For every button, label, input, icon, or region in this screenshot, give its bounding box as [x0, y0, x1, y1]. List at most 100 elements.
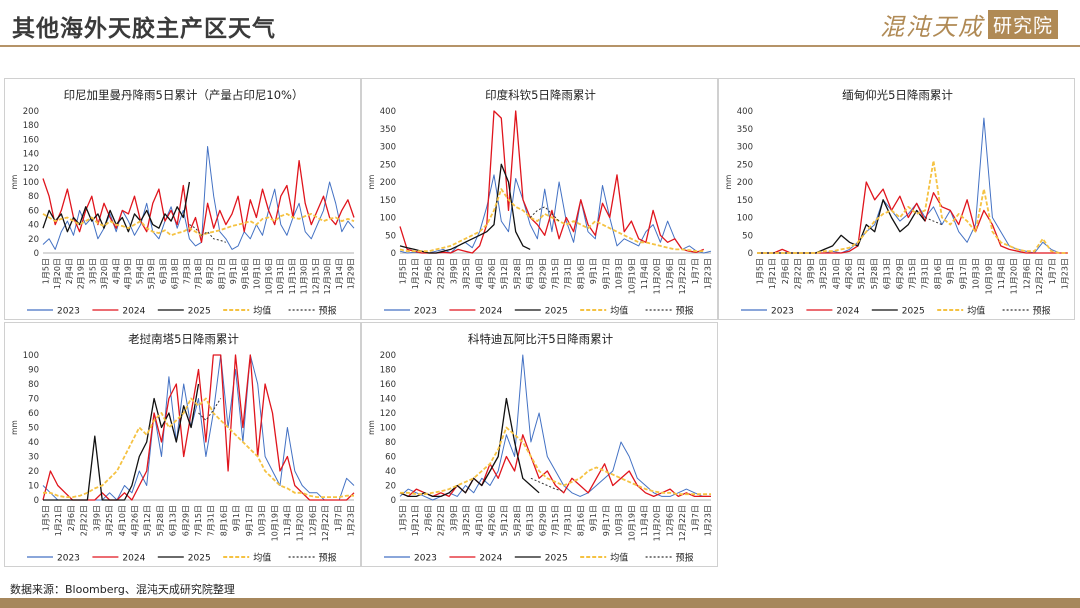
y-tick-label: 140: [380, 395, 396, 405]
x-tick-label: 11月20日: [653, 505, 662, 541]
x-tick-label: 12月22日: [321, 505, 330, 541]
x-tick-label: 1月5日: [42, 258, 51, 284]
x-tick-label: 12月30日: [323, 258, 332, 294]
x-tick-label: 5月28日: [513, 258, 522, 289]
y-tick-label: 0: [391, 249, 396, 259]
x-tick-label: 12月6日: [1022, 258, 1031, 289]
x-tick-label: 6月18日: [171, 258, 180, 289]
x-tick-label: 6月29日: [538, 505, 547, 536]
x-tick-label: 8月2日: [206, 258, 215, 284]
x-tick-label: 3月20日: [100, 258, 109, 289]
x-tick-label: 4月19日: [124, 258, 133, 289]
x-tick-label: 9月1日: [946, 258, 955, 284]
y-tick-label: 40: [385, 467, 396, 477]
x-tick-label: 11月20日: [653, 258, 662, 294]
x-tick-label: 9月17日: [602, 505, 611, 536]
x-tick-label: 6月29日: [895, 258, 904, 289]
legend-label: 2024: [122, 554, 145, 564]
y-tick-label: 50: [28, 424, 39, 434]
x-tick-label: 7月15日: [194, 505, 203, 536]
x-tick-label: 1月7日: [691, 258, 700, 284]
legend-label: 2023: [771, 307, 794, 317]
legend-label: 2025: [545, 554, 568, 564]
x-tick-label: 3月9日: [92, 505, 101, 531]
y-tick-label: 160: [380, 380, 396, 390]
series-line-均值: [399, 188, 704, 253]
x-tick-label: 10月3日: [615, 505, 624, 536]
x-tick-label: 2月6日: [67, 505, 76, 531]
series-line-均值: [400, 426, 711, 496]
x-tick-label: 3月9日: [449, 505, 458, 531]
legend-label: 均值: [253, 552, 271, 564]
legend-label: 预报: [319, 305, 337, 317]
y-tick-label: 400: [380, 107, 396, 117]
chart-kochi: 印度科钦5日降雨累计 0 50 100 150 200 250 300 350 400 mm 1月5日…: [367, 88, 713, 317]
x-tick-label: 12月15日: [311, 258, 320, 294]
legend-label: 预报: [676, 552, 694, 564]
x-tick-label: 9月1日: [589, 505, 598, 531]
x-tick-label: 3月5日: [88, 258, 97, 284]
legend-label: 2023: [414, 307, 437, 317]
y-tick-label: 200: [737, 178, 753, 188]
y-tick-label: 160: [23, 135, 39, 145]
x-tick-label: 5月12日: [500, 258, 509, 289]
y-tick-label: 150: [380, 196, 396, 206]
x-tick-label: 7月15日: [908, 258, 917, 289]
series-line-2023: [757, 117, 1068, 254]
legend-label: 2023: [414, 554, 437, 564]
x-tick-label: 10月19日: [270, 505, 279, 541]
x-tick-label: 11月15日: [288, 258, 297, 294]
legend-label: 2024: [479, 554, 502, 564]
series-line-均值: [43, 397, 354, 498]
series-line-均值: [757, 159, 1068, 254]
series-line-预报: [924, 217, 943, 226]
y-tick-label: 80: [28, 380, 39, 390]
legend-label: 2024: [836, 307, 859, 317]
x-tick-label: 10月16日: [264, 258, 273, 294]
x-tick-label: 4月4日: [112, 258, 121, 284]
series-line-2024: [399, 110, 705, 254]
y-tick-label: 180: [380, 366, 396, 376]
y-tick-label: 300: [380, 143, 396, 153]
x-tick-label: 5月28日: [156, 505, 165, 536]
y-tick-label: 10: [28, 482, 39, 492]
legend-label: 均值: [610, 552, 628, 564]
x-tick-label: 4月26日: [487, 258, 496, 289]
series-line-2023: [399, 174, 712, 254]
x-tick-label: 11月4日: [283, 505, 292, 536]
series-line-预报: [530, 477, 564, 492]
series-line-2023: [42, 146, 355, 250]
y-tick-label: 200: [380, 351, 396, 361]
x-tick-label: 4月26日: [487, 505, 496, 536]
series-line-2025: [399, 397, 540, 498]
y-tick-label: 0: [748, 249, 753, 259]
y-tick-label: 100: [380, 214, 396, 224]
y-axis-label: mm: [367, 175, 376, 190]
x-tick-label: 11月20日: [296, 505, 305, 541]
x-tick-label: 10月31日: [276, 258, 285, 294]
x-tick-label: 4月10日: [475, 258, 484, 289]
x-tick-label: 5月28日: [870, 258, 879, 289]
x-tick-label: 1月21日: [411, 505, 420, 536]
y-tick-label: 250: [380, 160, 396, 170]
y-tick-label: 60: [28, 409, 39, 419]
chart-abidjan: 科特迪瓦阿比汗5日降雨累计 0 20 40 60 80 100 120 140 160 180 200…: [367, 332, 713, 564]
x-tick-label: 8月16日: [576, 505, 585, 536]
y-tick-label: 40: [28, 438, 39, 448]
x-tick-label: 2月22日: [437, 258, 446, 289]
y-tick-label: 300: [737, 143, 753, 153]
x-tick-label: 9月17日: [602, 258, 611, 289]
y-tick-label: 180: [23, 121, 39, 131]
x-tick-label: 11月20日: [1010, 258, 1019, 294]
legend-label: 2025: [188, 307, 211, 317]
y-tick-label: 100: [737, 214, 753, 224]
y-tick-label: 80: [28, 192, 39, 202]
x-tick-label: 9月1日: [232, 505, 241, 531]
y-tick-label: 40: [28, 221, 39, 231]
chart-panel-yangon: 缅甸仰光5日降雨累计 0 50 100 150 200 250 300 350 400 mm 1月5日…: [718, 78, 1075, 320]
series-line-2025: [43, 383, 200, 501]
x-tick-label: 12月22日: [678, 505, 687, 541]
chart-title: 印尼加里曼丹降雨5日累计（产量占印尼10%）: [64, 88, 304, 102]
x-tick-label: 7月15日: [551, 258, 560, 289]
y-tick-label: 100: [380, 424, 396, 434]
